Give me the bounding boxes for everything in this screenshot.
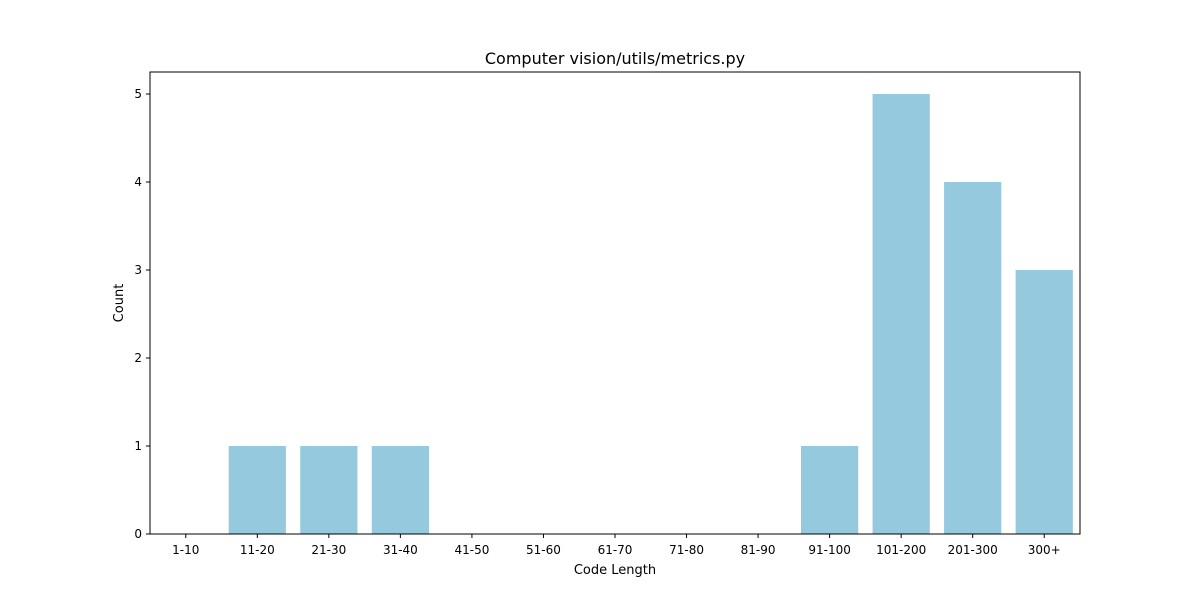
y-tick-label: 3 (134, 263, 142, 277)
bar-31-40 (371, 446, 429, 534)
y-axis-label: Count (112, 284, 127, 323)
y-tick-label: 1 (134, 439, 142, 453)
x-axis-label: Code Length (574, 563, 656, 578)
x-tick-label: 91-100 (808, 543, 851, 557)
x-tick-label: 101-200 (876, 543, 926, 557)
x-tick-label: 300+ (1028, 543, 1061, 557)
bar-21-30 (300, 446, 358, 534)
x-tick-label: 21-30 (311, 543, 346, 557)
bar-91-100 (801, 446, 859, 534)
bars-group (228, 94, 1073, 534)
y-tick-label: 2 (134, 351, 142, 365)
x-tick-label: 81-90 (741, 543, 776, 557)
x-tick-label: 1-10 (172, 543, 199, 557)
bar-101-200 (872, 94, 930, 534)
chart-title: Computer vision/utils/metrics.py (485, 49, 745, 68)
x-tick-label: 71-80 (669, 543, 704, 557)
y-tick-label: 5 (134, 87, 142, 101)
y-tick-label: 0 (134, 527, 142, 541)
bar-11-20 (228, 446, 286, 534)
x-tick-label: 31-40 (383, 543, 418, 557)
x-tick-label: 11-20 (240, 543, 275, 557)
y-tick-label: 4 (134, 175, 142, 189)
x-tick-label: 51-60 (526, 543, 561, 557)
x-tick-label: 61-70 (598, 543, 633, 557)
bar-201-300 (944, 182, 1002, 534)
x-tick-label: 201-300 (948, 543, 998, 557)
bar-300+ (1015, 270, 1073, 534)
x-ticks-group: 1-10 11-20 21-30 31-40 41-50 51-60 61-70 71-80 8… (172, 534, 1061, 557)
plot-frame (149, 71, 1081, 535)
y-ticks-group: 0 1 2 3 4 5 (134, 87, 150, 541)
x-tick-label: 41-50 (454, 543, 489, 557)
